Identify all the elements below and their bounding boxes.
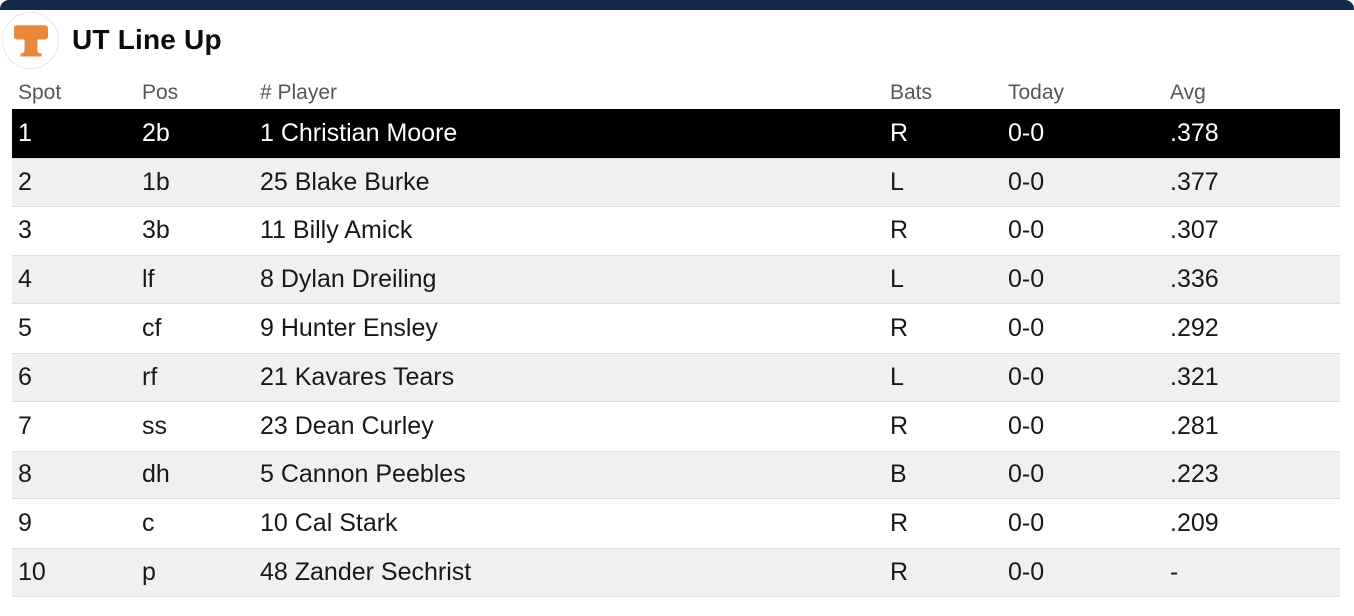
tennessee-power-t-icon	[8, 17, 54, 63]
cell-bats: R	[890, 118, 909, 147]
cell-spot: 4	[18, 265, 32, 294]
cell-player: 5 Cannon Peebles	[260, 460, 466, 489]
cell-pos: 2b	[142, 118, 170, 147]
cell-bats: R	[890, 411, 909, 440]
cell-avg: .209	[1170, 509, 1219, 538]
cell-avg: .292	[1170, 314, 1219, 343]
cell-player: 10 Cal Stark	[260, 509, 398, 538]
table-row[interactable]: 10 p 48 Zander Sechrist R 0-0 -	[12, 548, 1340, 597]
cell-player: 21 Kavares Tears	[260, 362, 455, 391]
cell-spot: 7	[18, 411, 32, 440]
cell-player: 23 Dean Curley	[260, 411, 434, 440]
cell-today: 0-0	[1008, 314, 1045, 343]
cell-pos: rf	[142, 362, 158, 391]
table-row[interactable]: 4 lf 8 Dylan Dreiling L 0-0 .336	[12, 255, 1340, 305]
cell-bats: R	[890, 558, 909, 587]
table-row[interactable]: 7 ss 23 Dean Curley R 0-0 .281	[12, 401, 1340, 451]
cell-bats: R	[890, 509, 909, 538]
cell-today: 0-0	[1008, 362, 1045, 391]
cell-pos: 3b	[142, 216, 170, 245]
cell-today: 0-0	[1008, 509, 1045, 538]
cell-today: 0-0	[1008, 216, 1045, 245]
cell-today: 0-0	[1008, 167, 1045, 196]
table-row[interactable]: 8 dh 5 Cannon Peebles B 0-0 .223	[12, 450, 1340, 500]
cell-spot: 8	[18, 460, 32, 489]
cell-spot: 9	[18, 509, 32, 538]
cell-pos: ss	[142, 411, 167, 440]
cell-spot: 6	[18, 362, 32, 391]
cell-avg: -	[1170, 558, 1179, 587]
cell-avg: .377	[1170, 167, 1219, 196]
cell-pos: c	[142, 509, 155, 538]
column-header-bats: Bats	[890, 80, 933, 104]
cell-player: 8 Dylan Dreiling	[260, 265, 437, 294]
column-header-player: # Player	[260, 80, 338, 104]
column-header-avg: Avg	[1170, 80, 1206, 104]
cell-bats: L	[890, 167, 904, 196]
cell-bats: L	[890, 362, 904, 391]
top-accent-bar	[0, 0, 1354, 10]
table-row[interactable]: 6 rf 21 Kavares Tears L 0-0 .321	[12, 352, 1340, 402]
card-header: UT Line Up	[0, 8, 1354, 72]
cell-player: 48 Zander Sechrist	[260, 558, 472, 587]
cell-player: 25 Blake Burke	[260, 167, 430, 196]
cell-avg: .281	[1170, 411, 1219, 440]
cell-avg: .378	[1170, 118, 1219, 147]
cell-avg: .336	[1170, 265, 1219, 294]
cell-spot: 1	[18, 118, 32, 147]
cell-spot: 3	[18, 216, 32, 245]
cell-pos: dh	[142, 460, 170, 489]
cell-bats: R	[890, 314, 909, 343]
cell-spot: 2	[18, 167, 32, 196]
cell-avg: .223	[1170, 460, 1219, 489]
table-row[interactable]: 9 c 10 Cal Stark R 0-0 .209	[12, 499, 1340, 549]
cell-bats: R	[890, 216, 909, 245]
cell-pos: lf	[142, 265, 155, 294]
cell-player: 11 Billy Amick	[260, 216, 413, 245]
cell-today: 0-0	[1008, 411, 1045, 440]
table-body: 1 2b 1 Christian Moore R 0-0 .378 2 1b 2…	[12, 109, 1340, 597]
cell-player: 9 Hunter Ensley	[260, 314, 438, 343]
cell-bats: L	[890, 265, 904, 294]
table-row[interactable]: 2 1b 25 Blake Burke L 0-0 .377	[12, 157, 1340, 207]
cell-pos: p	[142, 558, 156, 587]
cell-pos: cf	[142, 314, 162, 343]
table-row[interactable]: 3 3b 11 Billy Amick R 0-0 .307	[12, 206, 1340, 256]
cell-player: 1 Christian Moore	[260, 118, 458, 147]
table-row[interactable]: 5 cf 9 Hunter Ensley R 0-0 .292	[12, 304, 1340, 353]
cell-avg: .307	[1170, 216, 1219, 245]
cell-today: 0-0	[1008, 118, 1045, 147]
cell-today: 0-0	[1008, 265, 1045, 294]
column-header-pos: Pos	[142, 80, 179, 104]
table-row[interactable]: 1 2b 1 Christian Moore R 0-0 .378	[12, 109, 1340, 158]
cell-spot: 10	[18, 558, 46, 587]
cell-bats: B	[890, 460, 907, 489]
cell-spot: 5	[18, 314, 32, 343]
cell-today: 0-0	[1008, 558, 1045, 587]
cell-pos: 1b	[142, 167, 170, 196]
cell-avg: .321	[1170, 362, 1219, 391]
table-header-row: Spot Pos # Player Bats Today Avg	[12, 76, 1340, 109]
cell-today: 0-0	[1008, 460, 1045, 489]
column-header-spot: Spot	[18, 80, 62, 104]
lineup-table: Spot Pos # Player Bats Today Avg 1 2b 1 …	[12, 76, 1340, 597]
page-title: UT Line Up	[72, 24, 222, 55]
column-header-today: Today	[1008, 80, 1065, 104]
team-logo-badge	[2, 11, 59, 69]
